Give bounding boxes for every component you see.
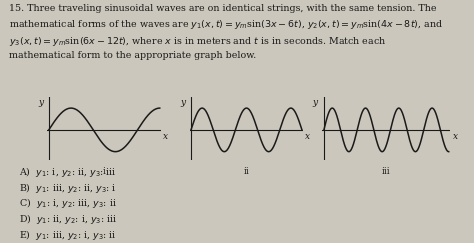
- Text: x: x: [453, 132, 458, 141]
- Text: x: x: [305, 132, 310, 141]
- Text: ii: ii: [244, 167, 249, 176]
- Text: E)  $y_1$: iii, $y_2$: i, $y_3$: ii: E) $y_1$: iii, $y_2$: i, $y_3$: ii: [19, 228, 117, 242]
- Text: 15. Three traveling sinusoidal waves are on identical strings, with the same ten: 15. Three traveling sinusoidal waves are…: [9, 4, 444, 60]
- Text: y: y: [180, 98, 185, 107]
- Text: C)  $y_1$: i, $y_2$: iii, $y_3$: ii: C) $y_1$: i, $y_2$: iii, $y_3$: ii: [19, 197, 118, 210]
- Text: A)  $y_1$: i, $y_2$: ii, $y_3$: iii: A) $y_1$: i, $y_2$: ii, $y_3$: iii: [19, 165, 117, 179]
- Text: x: x: [163, 132, 168, 141]
- Text: iii: iii: [382, 167, 391, 176]
- Text: D)  $y_1$: ii, $y_2$: i, $y_3$: iii: D) $y_1$: ii, $y_2$: i, $y_3$: iii: [19, 212, 118, 226]
- Text: y: y: [38, 98, 43, 107]
- Text: B)  $y_1$: iii, $y_2$: ii, $y_3$: i: B) $y_1$: iii, $y_2$: ii, $y_3$: i: [19, 181, 117, 195]
- Text: y: y: [312, 98, 317, 107]
- Text: i: i: [103, 167, 106, 176]
